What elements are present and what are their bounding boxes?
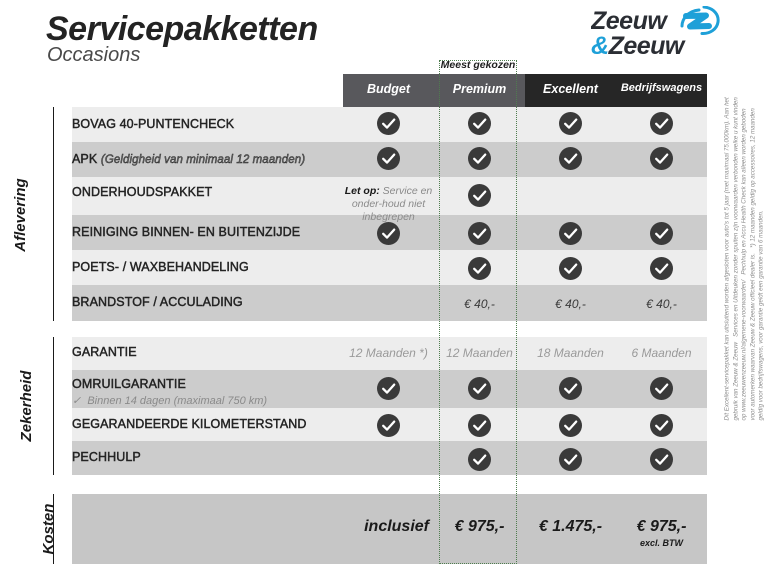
svg-text:Zeeuw: Zeeuw	[591, 7, 668, 35]
svg-text:&Zeeuw: &Zeeuw	[591, 32, 686, 58]
